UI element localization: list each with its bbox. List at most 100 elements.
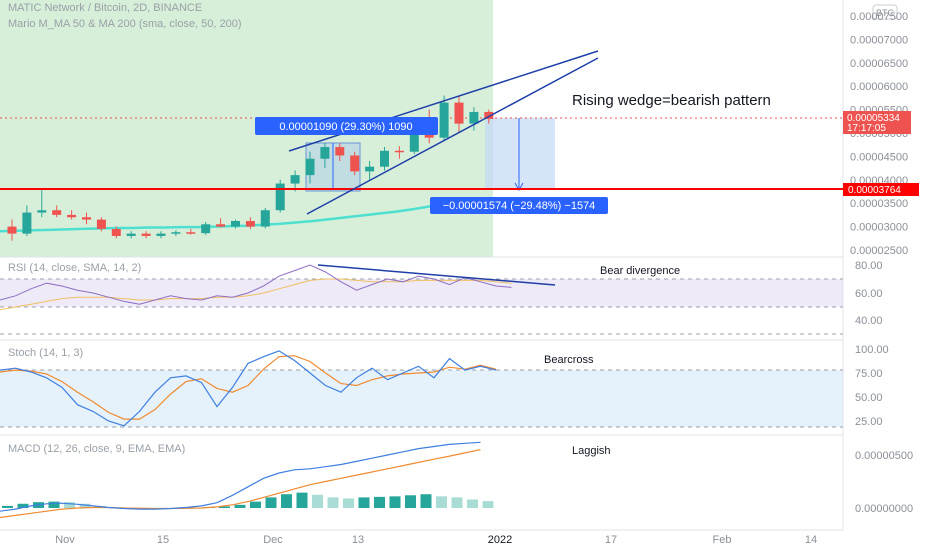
macd-layer — [0, 441, 494, 519]
stoch-tick-100: 100.00 — [855, 344, 889, 356]
macd-histogram-bar — [451, 497, 463, 508]
ma-legend: Mario M_MA 50 & MA 200 (sma, close, 50, … — [8, 18, 242, 30]
candle-body — [111, 228, 121, 236]
macd-histogram-bar — [420, 494, 432, 508]
time-tick-2022: 2022 — [488, 534, 512, 546]
price-tick-label: 0.00007000 — [850, 34, 908, 46]
measure-down-label: −0.00001574 (−29.48%) −1574 — [443, 200, 596, 212]
candle-body — [454, 102, 464, 124]
candle-body — [201, 224, 211, 234]
candle-body — [37, 210, 47, 213]
macd-histogram-bar — [219, 506, 230, 508]
time-tick-15: 15 — [157, 534, 169, 546]
stoch-layer — [0, 350, 497, 427]
candle-body — [469, 111, 479, 124]
current-price-badge — [843, 111, 911, 134]
candle-body — [186, 232, 196, 234]
price-tick-label: 0.00003500 — [850, 198, 908, 210]
candle-body — [305, 158, 315, 176]
level-price-badge — [843, 183, 919, 196]
candle-body — [171, 232, 181, 234]
candle-body — [275, 183, 285, 211]
candle-body — [335, 147, 345, 156]
stoch-annotation: Bearcross — [544, 354, 594, 366]
stoch-band — [0, 370, 843, 427]
rsi-tick-80: 80.00 — [855, 260, 883, 272]
macd-histogram-bar — [405, 495, 416, 508]
rsi-label: RSI (14, close, SMA, 14, 2) — [8, 262, 141, 274]
measure-down-box — [485, 118, 555, 190]
candle-body — [141, 233, 151, 236]
price-tick-label: 0.00002500 — [850, 245, 908, 257]
time-tick-17: 17 — [605, 534, 617, 546]
candle-body — [216, 224, 226, 227]
candle-body — [260, 210, 270, 227]
macd-histogram-bar — [467, 499, 478, 508]
wedge-lower-line[interactable] — [306, 57, 599, 215]
macd-histogram-bar — [436, 496, 447, 508]
macd-histogram-bar — [48, 501, 60, 508]
price-tick-label: 0.00006000 — [850, 81, 908, 93]
time-tick-feb: Feb — [713, 534, 732, 546]
candle-body — [156, 233, 166, 236]
candle-body — [484, 111, 494, 119]
stoch-d-line — [0, 355, 497, 420]
stoch-tick-25: 25.00 — [855, 416, 883, 428]
measure-down-label-bg — [430, 197, 608, 214]
time-tick-13: 13 — [352, 534, 364, 546]
macd-line — [0, 441, 481, 512]
time-tick-nov: Nov — [55, 534, 75, 546]
stoch-k-line — [0, 350, 497, 427]
candle-body — [439, 102, 449, 138]
candle-body — [365, 166, 375, 172]
candle-body — [82, 217, 91, 220]
rsi-annotation: Bear divergence — [600, 265, 680, 277]
rsi-line — [0, 264, 512, 305]
candle-body — [394, 150, 404, 153]
macd-annotation: Laggish — [572, 445, 611, 457]
macd-histogram-bar — [265, 497, 277, 508]
candle-body — [350, 155, 360, 172]
time-tick-dec: Dec — [263, 534, 283, 546]
candle-body — [67, 214, 77, 218]
symbol-title: MATIC Network / Bitcoin, 2D, BINANCE — [8, 2, 202, 14]
measure-up-label-bg — [255, 117, 438, 135]
currency-badge-box[interactable] — [872, 4, 898, 20]
macd-histogram-bar — [17, 503, 29, 508]
candle-body — [126, 233, 136, 236]
candle-body — [290, 175, 300, 184]
currency-badge: BTC — [876, 8, 895, 18]
macd-signal-line — [0, 449, 481, 519]
macd-histogram-bar — [2, 505, 13, 508]
candle-body — [52, 210, 62, 215]
rsi-divergence-line[interactable] — [317, 264, 556, 286]
countdown-label: 17:17:05 — [847, 123, 886, 134]
candle-body — [409, 128, 419, 152]
macd-histogram-bar — [343, 498, 354, 508]
current-price-label: 0.00005334 — [847, 113, 900, 124]
macd-histogram-bar — [312, 494, 323, 508]
macd-tick-0: 0.00000000 — [855, 503, 913, 515]
macd-histogram-bar — [327, 497, 339, 508]
macd-histogram-bar — [250, 501, 261, 508]
candle-body — [231, 220, 240, 227]
measure-up-label: 0.00001090 (29.30%) 1090 — [279, 121, 412, 133]
macd-label: MACD (12, 26, close, 9, EMA, EMA) — [8, 443, 185, 455]
macd-histogram-bar — [374, 496, 385, 508]
wedge-annotation: Rising wedge=bearish pattern — [572, 92, 771, 109]
candle-body — [7, 226, 17, 234]
macd-histogram-bar — [389, 496, 401, 508]
rsi-tick-40: 40.00 — [855, 315, 883, 327]
macd-tick-500: 0.00000500 — [855, 450, 913, 462]
stoch-label: Stoch (14, 1, 3) — [8, 347, 83, 359]
candle-body — [22, 212, 32, 234]
macd-histogram-bar — [358, 497, 370, 508]
macd-histogram-bar — [64, 502, 75, 508]
rsi-band — [0, 279, 843, 307]
price-tick-label: 0.00004500 — [850, 151, 908, 163]
price-tick-label: 0.00007500 — [850, 11, 908, 23]
stoch-tick-75: 75.00 — [855, 368, 883, 380]
candles-layer — [7, 95, 494, 241]
candle-body — [320, 147, 330, 159]
